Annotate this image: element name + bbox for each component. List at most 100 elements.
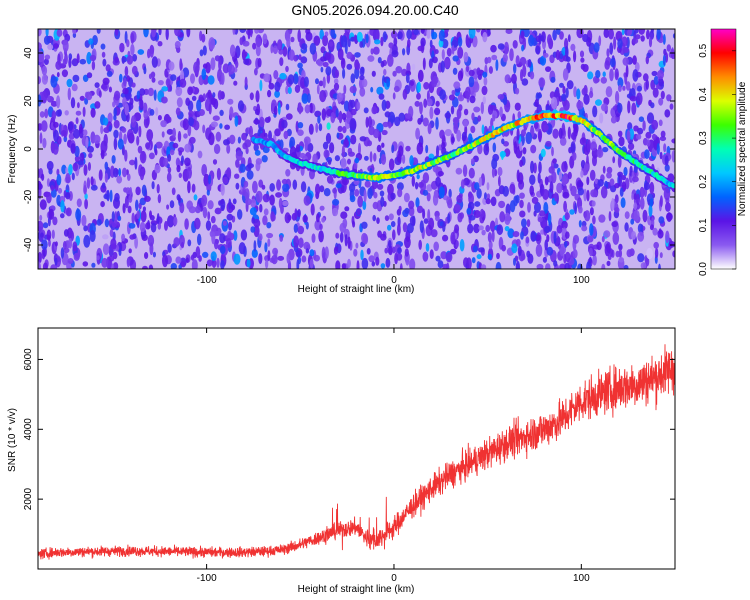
noise-cell [454, 204, 461, 211]
noise-cell [381, 129, 388, 136]
noise-cell [108, 125, 112, 132]
noise-cell [618, 257, 625, 263]
noise-cell [609, 42, 614, 55]
noise-cell [628, 142, 635, 151]
noise-cell [672, 250, 675, 258]
noise-cell [359, 66, 365, 77]
noise-cell [592, 254, 597, 266]
noise-cell [98, 169, 103, 181]
noise-cell [143, 66, 147, 75]
noise-cell [107, 112, 113, 124]
noise-cell [288, 49, 295, 61]
noise-cell [627, 100, 631, 114]
noise-cell [42, 262, 48, 269]
noise-cell [167, 116, 172, 123]
noise-cell [453, 81, 461, 89]
noise-cell [296, 249, 301, 257]
noise-cell [556, 225, 563, 234]
noise-cell [573, 50, 577, 63]
noise-cell [377, 57, 382, 64]
noise-cell [127, 173, 131, 181]
noise-cell [271, 213, 276, 222]
noise-cell [399, 263, 403, 269]
noise-cell [124, 103, 129, 116]
noise-cell [379, 190, 385, 197]
noise-cell [178, 195, 181, 203]
noise-cell [502, 53, 508, 63]
noise-cell [377, 230, 382, 238]
noise-cell [658, 263, 661, 269]
noise-cell [355, 242, 359, 249]
noise-cell [113, 119, 120, 129]
noise-cell [94, 82, 100, 88]
noise-cell [614, 183, 620, 189]
noise-cell [75, 208, 82, 221]
noise-cell [472, 81, 480, 93]
noise-cell [136, 90, 141, 100]
noise-cell [581, 87, 588, 96]
noise-cell [476, 254, 482, 260]
noise-cell [334, 69, 340, 79]
noise-cell [60, 213, 65, 219]
noise-cell [340, 157, 347, 170]
noise-cell [248, 125, 253, 138]
noise-cell [38, 251, 42, 264]
noise-cell [287, 74, 295, 85]
noise-cell [594, 178, 598, 185]
noise-cell [649, 198, 654, 207]
noise-cell [402, 222, 408, 233]
noise-cell [612, 231, 620, 245]
noise-cell [212, 159, 218, 165]
noise-cell [237, 100, 245, 112]
noise-cell [589, 169, 596, 181]
noise-cell [604, 243, 611, 257]
noise-cell [422, 208, 426, 219]
noise-cell [151, 56, 158, 68]
noise-cell [83, 185, 87, 195]
noise-cell [538, 161, 542, 174]
noise-cell [282, 46, 288, 57]
noise-cell [315, 122, 319, 133]
noise-cell [535, 45, 541, 55]
noise-cell [395, 66, 403, 74]
noise-cell [274, 81, 281, 92]
noise-cell [381, 142, 385, 148]
noise-cell [335, 260, 341, 269]
noise-cell [521, 129, 526, 137]
noise-cell [427, 209, 431, 222]
noise-cell [392, 92, 396, 100]
noise-cell [198, 109, 205, 116]
noise-cell [666, 94, 672, 102]
noise-cell [178, 150, 182, 156]
noise-cell [334, 155, 340, 162]
noise-cell [253, 218, 261, 228]
noise-cell [548, 212, 552, 226]
noise-cell [367, 187, 373, 200]
noise-cell [638, 29, 645, 35]
noise-cell [388, 240, 392, 249]
noise-cell [113, 90, 121, 101]
noise-cell [341, 112, 347, 120]
noise-cell [504, 74, 511, 84]
noise-cell [581, 220, 587, 228]
noise-cell [326, 122, 331, 130]
noise-cell [41, 90, 48, 104]
noise-cell [572, 152, 577, 161]
noise-cell [563, 200, 567, 213]
noise-cell [612, 156, 616, 164]
noise-cell [556, 29, 561, 35]
noise-cell [590, 141, 597, 152]
noise-cell [444, 112, 451, 119]
noise-cell [663, 187, 671, 201]
noise-cell [56, 29, 63, 37]
noise-cell [75, 110, 82, 116]
noise-cell [193, 61, 200, 74]
noise-cell [197, 150, 203, 159]
noise-cell [617, 77, 624, 88]
noise-cell [100, 43, 106, 50]
noise-cell [414, 100, 421, 107]
noise-cell [426, 29, 431, 39]
noise-cell [189, 136, 196, 144]
noise-cell [609, 68, 614, 82]
noise-cell [47, 95, 51, 102]
